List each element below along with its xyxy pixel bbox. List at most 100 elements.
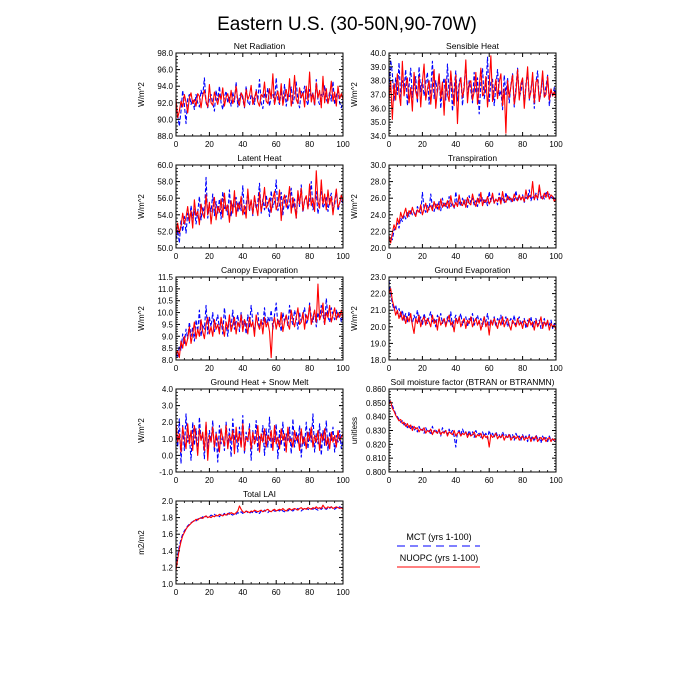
x-tick-label: 100 bbox=[336, 140, 350, 149]
x-tick-label: 60 bbox=[272, 140, 281, 149]
y-tick-label: 90.0 bbox=[157, 115, 173, 124]
y-tick-label: 22.0 bbox=[370, 227, 386, 236]
y-axis-label: W/m^2 bbox=[137, 306, 146, 331]
series-line-mct bbox=[388, 399, 557, 448]
x-tick-label: 40 bbox=[238, 588, 247, 597]
y-tick-label: 52.0 bbox=[157, 227, 173, 236]
x-tick-label: 40 bbox=[451, 476, 460, 485]
y-tick-label: 18.0 bbox=[370, 356, 386, 365]
panel-1: Sensible Heat W/m^2 0 20 40 60 80 100 34.0 35.0 36… bbox=[350, 41, 563, 149]
y-tick-label: 20.0 bbox=[370, 323, 386, 332]
series-line-nuopc bbox=[175, 421, 344, 461]
y-tick-label: 39.0 bbox=[370, 63, 386, 72]
y-tick-label: 1.0 bbox=[162, 580, 174, 589]
x-tick-label: 80 bbox=[518, 252, 527, 261]
x-tick-label: 60 bbox=[272, 252, 281, 261]
series-line-mct bbox=[388, 187, 557, 242]
y-tick-label: 92.0 bbox=[157, 99, 173, 108]
y-tick-label: 26.0 bbox=[370, 194, 386, 203]
main-title: Eastern U.S. (30-50N,90-70W) bbox=[217, 14, 477, 35]
x-tick-label: 100 bbox=[336, 252, 350, 261]
y-tick-label: 56.0 bbox=[157, 194, 173, 203]
x-tick-label: 60 bbox=[485, 364, 494, 373]
x-tick-label: 40 bbox=[451, 252, 460, 261]
x-tick-label: 20 bbox=[418, 140, 427, 149]
y-tick-label: 23.0 bbox=[370, 273, 386, 282]
x-tick-label: 80 bbox=[518, 140, 527, 149]
x-tick-label: 0 bbox=[174, 476, 179, 485]
panel-4: Canopy Evaporation W/m^2 0 20 40 60 80 100 8.0 8.… bbox=[137, 265, 350, 373]
y-tick-label: 3.0 bbox=[162, 402, 174, 411]
y-tick-label: 0.810 bbox=[366, 454, 387, 463]
legend: MCT (yrs 1-100) NUOPC (yrs 1-100) bbox=[397, 532, 480, 568]
y-axis-label: W/m^2 bbox=[350, 194, 359, 219]
y-tick-label: 58.0 bbox=[157, 178, 173, 187]
panel-2: Latent Heat W/m^2 0 20 40 60 80 100 50.0 52.0 54.0… bbox=[137, 153, 350, 261]
panel-0: Net Radiation W/m^2 0 20 40 60 80 100 88.0 90.0 92… bbox=[137, 41, 350, 149]
x-tick-label: 60 bbox=[272, 364, 281, 373]
series-line-mct bbox=[175, 77, 344, 127]
y-tick-label: 38.0 bbox=[370, 77, 386, 86]
x-tick-label: 80 bbox=[305, 476, 314, 485]
panel-6: Ground Heat + Snow Melt W/m^2 0 20 40 60 80 100… bbox=[137, 377, 350, 485]
x-tick-label: 80 bbox=[305, 364, 314, 373]
y-tick-label: 24.0 bbox=[370, 211, 386, 220]
y-tick-label: 11.5 bbox=[158, 273, 174, 282]
y-tick-label: -1.0 bbox=[159, 468, 173, 477]
y-tick-label: 9.0 bbox=[162, 332, 174, 341]
y-tick-label: 37.0 bbox=[370, 91, 386, 100]
series-line-nuopc bbox=[388, 55, 557, 134]
x-tick-label: 60 bbox=[272, 588, 281, 597]
x-tick-label: 20 bbox=[205, 364, 214, 373]
x-tick-label: 80 bbox=[305, 140, 314, 149]
x-tick-label: 80 bbox=[518, 364, 527, 373]
y-tick-label: 34.0 bbox=[370, 132, 386, 141]
y-tick-label: 28.0 bbox=[370, 178, 386, 187]
x-tick-label: 40 bbox=[238, 252, 247, 261]
x-tick-label: 0 bbox=[174, 140, 179, 149]
y-tick-label: 0.840 bbox=[366, 413, 387, 422]
legend-label-mct: MCT (yrs 1-100) bbox=[406, 532, 471, 542]
y-tick-label: 22.0 bbox=[370, 290, 386, 299]
y-tick-label: 21.0 bbox=[370, 306, 386, 315]
y-tick-label: 11.0 bbox=[158, 285, 174, 294]
y-axis-label: W/m^2 bbox=[350, 82, 359, 107]
x-tick-label: 100 bbox=[549, 476, 563, 485]
x-tick-label: 100 bbox=[336, 588, 350, 597]
panel-8: Total LAI m2/m2 0 20 40 60 80 100 1.0 1.2 1.4 1.6 1.… bbox=[137, 489, 350, 597]
y-tick-label: 50.0 bbox=[157, 244, 173, 253]
panel-title: Net Radiation bbox=[234, 41, 286, 51]
y-tick-label: 0.860 bbox=[366, 385, 387, 394]
x-tick-label: 40 bbox=[451, 140, 460, 149]
panel-title: Canopy Evaporation bbox=[221, 265, 298, 275]
series-line-mct bbox=[388, 280, 557, 330]
x-tick-label: 0 bbox=[387, 476, 392, 485]
y-tick-label: 0.830 bbox=[366, 427, 387, 436]
y-tick-label: 20.0 bbox=[370, 244, 386, 253]
y-tick-label: 30.0 bbox=[370, 161, 386, 170]
y-tick-label: 36.0 bbox=[370, 104, 386, 113]
series-line-mct bbox=[175, 413, 344, 465]
series-line-nuopc bbox=[175, 71, 344, 119]
plot-frame bbox=[388, 164, 557, 249]
y-tick-label: 54.0 bbox=[157, 211, 173, 220]
panel-title: Ground Evaporation bbox=[434, 265, 510, 275]
y-tick-label: 96.0 bbox=[157, 66, 173, 75]
panel-title: Transpiration bbox=[448, 153, 498, 163]
x-tick-label: 0 bbox=[174, 252, 179, 261]
series-line-nuopc bbox=[388, 181, 557, 244]
x-tick-label: 40 bbox=[238, 140, 247, 149]
x-tick-label: 100 bbox=[549, 252, 563, 261]
x-tick-label: 20 bbox=[205, 140, 214, 149]
x-tick-label: 60 bbox=[485, 252, 494, 261]
x-tick-label: 0 bbox=[174, 588, 179, 597]
x-tick-label: 20 bbox=[205, 588, 214, 597]
y-axis-label: W/m^2 bbox=[137, 194, 146, 219]
y-tick-label: 1.8 bbox=[162, 514, 174, 523]
y-tick-label: 19.0 bbox=[370, 339, 386, 348]
x-tick-label: 60 bbox=[272, 476, 281, 485]
y-tick-label: 1.6 bbox=[162, 530, 174, 539]
panel-title: Sensible Heat bbox=[446, 41, 500, 51]
x-tick-label: 0 bbox=[387, 140, 392, 149]
